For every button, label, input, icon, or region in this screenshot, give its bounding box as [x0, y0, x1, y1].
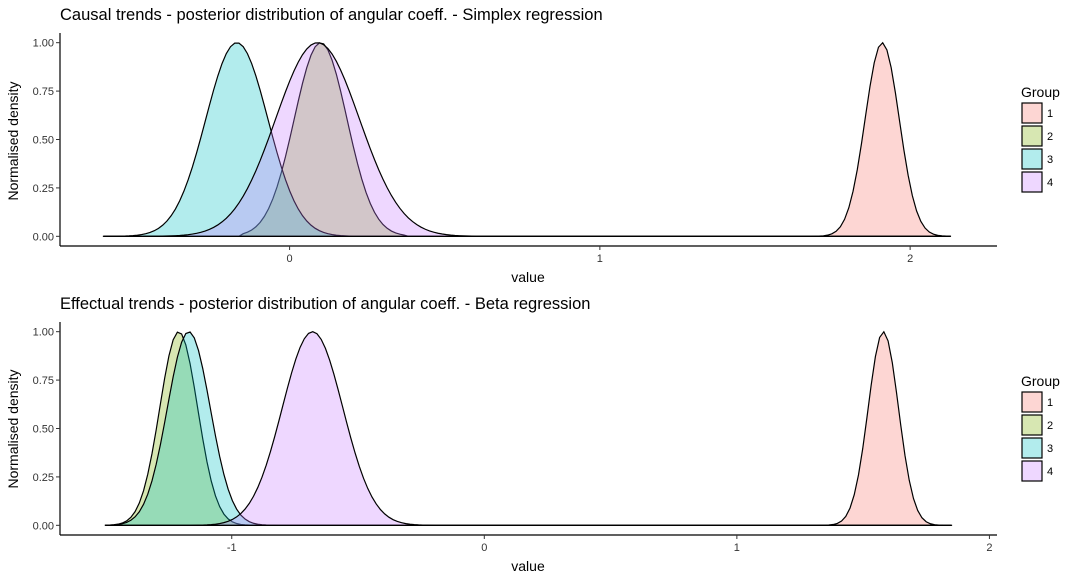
legend-label-group-1: 1: [1047, 397, 1053, 409]
legend-key-group-1: [1021, 391, 1043, 413]
x-tick-label: 1: [734, 542, 740, 554]
y-tick-label: 1.00: [33, 38, 54, 50]
x-tick-label: -1: [227, 542, 237, 554]
x-axis-title: value: [511, 558, 545, 574]
legend-key-group-3: [1021, 437, 1043, 459]
x-tick-label: 2: [907, 253, 913, 265]
legend-key-group-4: [1021, 460, 1043, 482]
y-axis-title: Normalised density: [5, 81, 21, 200]
legend-label-group-3: 3: [1047, 154, 1053, 166]
y-tick-label: 0.00: [33, 520, 54, 532]
y-tick-label: 0.50: [33, 135, 54, 147]
legend: Group 1 2 3 4: [1021, 84, 1060, 193]
density-area-group-4: [103, 42, 951, 237]
x-tick-label: 0: [287, 253, 293, 265]
y-tick-label: 0.00: [33, 231, 54, 243]
y-axis-title: Normalised density: [5, 369, 21, 488]
density-area-group-4: [105, 331, 952, 526]
y-tick-label: 0.75: [33, 86, 54, 98]
y-tick-label: 1.00: [33, 327, 54, 339]
legend-key-group-4: [1021, 171, 1043, 193]
legend-title: Group: [1021, 373, 1060, 389]
density-area-group-3: [102, 42, 951, 237]
effectual-trends-panel: Effectual trends - posterior distributio…: [5, 295, 1060, 574]
y-tick-label: 0.75: [33, 375, 54, 387]
density-area-group-3: [104, 331, 952, 526]
chart-title: Effectual trends - posterior distributio…: [60, 295, 590, 313]
legend-label-group-2: 2: [1047, 420, 1053, 432]
chart-title: Causal trends - posterior distribution o…: [60, 6, 603, 24]
x-tick-label: 1: [597, 253, 603, 265]
y-tick-label: 0.50: [33, 424, 54, 436]
x-axis-title: value: [511, 269, 545, 285]
y-tick-label: 0.25: [33, 183, 54, 195]
legend-label-group-2: 2: [1047, 131, 1053, 143]
y-tick-label: 0.25: [33, 472, 54, 484]
x-tick-label: 0: [481, 542, 487, 554]
legend-label-group-3: 3: [1047, 443, 1053, 455]
legend-label-group-1: 1: [1047, 108, 1053, 120]
x-tick-label: 2: [986, 542, 992, 554]
legend-key-group-3: [1021, 148, 1043, 170]
legend-title: Group: [1021, 84, 1060, 100]
legend: Group 1 2 3 4: [1021, 373, 1060, 482]
legend-label-group-4: 4: [1047, 177, 1053, 189]
legend-key-group-1: [1021, 102, 1043, 124]
legend-key-group-2: [1021, 414, 1043, 436]
legend-key-group-2: [1021, 125, 1043, 147]
density-area-group-2: [104, 331, 952, 526]
causal-trends-panel: Causal trends - posterior distribution o…: [5, 6, 1060, 285]
legend-label-group-4: 4: [1047, 466, 1053, 478]
density-area-group-1: [105, 330, 953, 526]
